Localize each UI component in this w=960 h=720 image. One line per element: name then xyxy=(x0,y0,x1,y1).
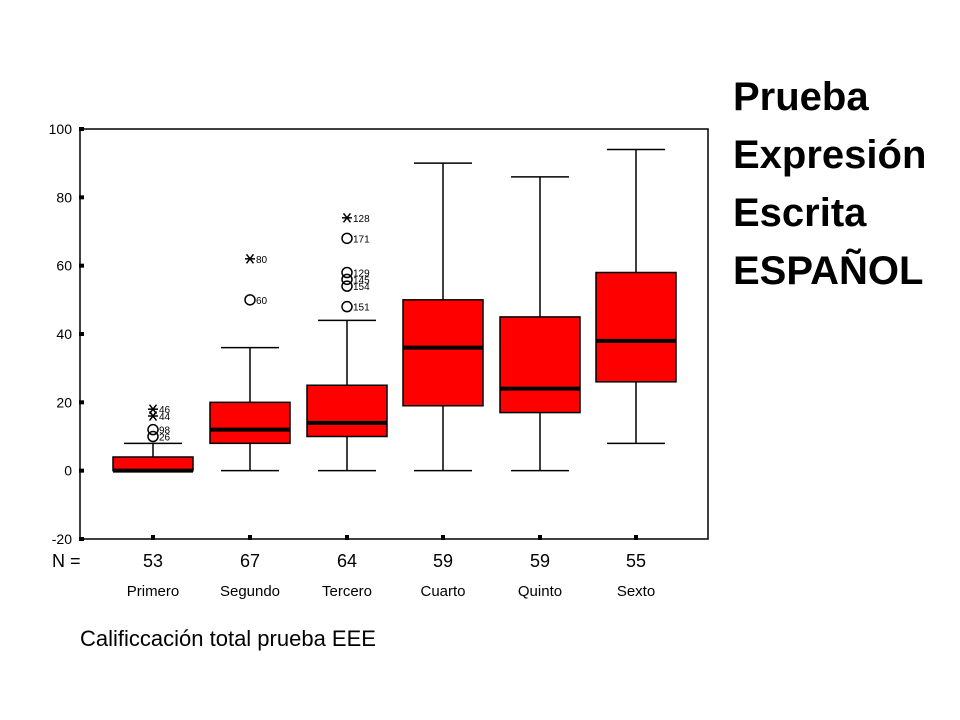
y-tick xyxy=(79,400,84,405)
outlier-marker xyxy=(341,300,353,313)
box-quinto xyxy=(499,316,581,414)
outlier-marker xyxy=(341,280,353,292)
y-tick-label: 40 xyxy=(56,326,72,342)
outlier-label: 44 xyxy=(159,412,171,423)
side-title-line-3: Escrita xyxy=(733,191,867,235)
category-label: Segundo xyxy=(220,583,280,600)
n-value: 59 xyxy=(530,551,550,571)
outlier-marker xyxy=(341,273,353,286)
x-tick xyxy=(538,535,542,540)
outlier-marker xyxy=(341,266,353,279)
outlier-label: 80 xyxy=(256,255,268,266)
side-title-line-1: Prueba xyxy=(733,75,869,119)
chart-caption: Calificcación total prueba EEE xyxy=(80,626,376,651)
n-label: N = xyxy=(52,551,81,571)
side-title: Prueba Expresión Escrita ESPAÑOL xyxy=(733,68,926,300)
outlier-label: 151 xyxy=(353,303,370,314)
outlier-marker xyxy=(244,294,256,306)
outlier-label: 46 xyxy=(159,405,171,416)
y-tick-label: -20 xyxy=(52,531,72,547)
category-label: Sexto xyxy=(617,583,655,600)
extreme-outlier-marker xyxy=(245,253,255,264)
y-tick-label: 60 xyxy=(56,258,72,274)
box-tercero xyxy=(306,384,388,438)
box-cuarto xyxy=(402,299,484,407)
x-tick xyxy=(634,535,638,540)
outlier-marker xyxy=(341,232,353,245)
box-sexto xyxy=(595,271,677,383)
n-value: 64 xyxy=(337,551,357,571)
n-value: 59 xyxy=(433,551,453,571)
category-label: Cuarto xyxy=(420,583,465,600)
y-tick xyxy=(79,537,84,541)
y-tick-label: 20 xyxy=(56,394,72,410)
y-tick xyxy=(79,263,84,268)
y-tick xyxy=(79,332,84,336)
n-value: 53 xyxy=(143,551,163,571)
y-tick xyxy=(79,127,84,131)
n-value: 55 xyxy=(626,551,646,571)
x-tick xyxy=(441,535,445,540)
outlier-marker xyxy=(147,423,159,436)
side-title-line-4: ESPAÑOL xyxy=(733,249,924,293)
y-tick-label: 100 xyxy=(49,121,73,137)
outlier-label: 60 xyxy=(256,296,268,307)
x-tick xyxy=(248,535,252,540)
outlier-label: 145 xyxy=(353,275,370,286)
extreme-outlier-marker xyxy=(148,411,158,421)
outlier-label: 129 xyxy=(353,269,370,280)
category-label: Primero xyxy=(127,583,180,600)
outlier-label: 26 xyxy=(159,433,171,444)
x-tick xyxy=(151,535,155,540)
outlier-label: 128 xyxy=(353,214,370,225)
extreme-outlier-marker xyxy=(342,212,352,223)
outlier-label: 171 xyxy=(353,234,370,245)
y-tick-label: 80 xyxy=(56,189,72,205)
outlier-marker xyxy=(147,430,159,443)
x-tick xyxy=(345,535,349,540)
y-tick xyxy=(79,468,84,473)
y-tick xyxy=(79,195,84,200)
outlier-label: 154 xyxy=(353,282,370,293)
box-segundo xyxy=(209,401,291,445)
box-primero xyxy=(112,456,194,472)
n-value: 67 xyxy=(240,551,260,571)
side-title-line-2: Expresión xyxy=(733,133,927,177)
y-tick-label: 0 xyxy=(64,463,72,479)
category-label: Quinto xyxy=(518,583,562,600)
outlier-label: 98 xyxy=(159,426,171,437)
category-label: Tercero xyxy=(322,583,372,600)
